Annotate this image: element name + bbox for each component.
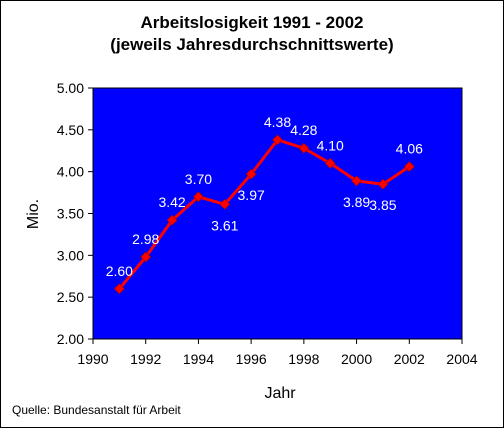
y-tick-label: 2.00 (57, 331, 84, 347)
data-label: 3.61 (211, 217, 238, 233)
data-label: 3.85 (369, 197, 396, 213)
x-tick-label: 1994 (183, 351, 214, 367)
data-point (113, 283, 125, 295)
x-axis: 1990 1992 1994 1996 1998 2000 2002 2004 (77, 339, 478, 367)
x-axis-title: Jahr (264, 385, 296, 402)
data-point (140, 251, 152, 263)
data-label: 3.70 (185, 171, 212, 187)
y-tick-label: 3.00 (57, 247, 84, 263)
data-label: 3.97 (238, 187, 265, 203)
x-tick-label: 1992 (130, 351, 161, 367)
data-label: 4.06 (396, 141, 423, 157)
data-label: 2.98 (132, 231, 159, 247)
data-point (377, 178, 389, 190)
source-note: Quelle: Bundesanstalt für Arbeit (12, 403, 181, 417)
y-tick-label: 4.00 (57, 164, 84, 180)
x-tick-label: 1996 (236, 351, 267, 367)
data-label: 4.38 (264, 114, 291, 130)
x-tick-label: 2004 (446, 351, 477, 367)
plot-area (92, 87, 463, 340)
x-tick-label: 1990 (77, 351, 108, 367)
y-axis: 2.00 2.50 3.00 3.50 4.00 4.50 5.00 (57, 80, 93, 347)
y-axis-title: Mio. (25, 199, 42, 229)
data-point (403, 161, 415, 173)
data-label: 2.60 (106, 263, 133, 279)
data-point (245, 168, 257, 180)
data-labels-group: 2.60 2.98 3.423.70 3.613.97 4.384.284.10 3.89… (106, 114, 423, 279)
data-point (193, 191, 204, 203)
data-point (298, 142, 310, 154)
data-point (324, 157, 336, 169)
data-label: 4.10 (317, 137, 344, 153)
data-label: 4.28 (290, 122, 317, 138)
y-tick-label: 3.50 (57, 206, 84, 222)
series-points-group (113, 134, 415, 295)
y-tick-label: 5.00 (57, 80, 84, 96)
data-point (272, 134, 283, 146)
x-tick-label: 1998 (288, 351, 319, 367)
data-label: 3.89 (343, 194, 370, 210)
chart-title: Arbeitslosigkeit 1991 - 2002 (140, 13, 364, 32)
data-point (351, 175, 362, 187)
x-tick-label: 2002 (394, 351, 425, 367)
y-tick-label: 4.50 (57, 122, 84, 138)
x-tick-label: 2000 (341, 351, 372, 367)
data-point (219, 198, 231, 210)
chart-subtitle: (jeweils Jahresdurchschnittswerte) (110, 35, 394, 54)
data-point (166, 214, 178, 226)
data-label: 3.42 (158, 194, 185, 210)
chart-title-block: Arbeitslosigkeit 1991 - 2002 (jeweils Ja… (0, 12, 504, 56)
y-tick-label: 2.50 (57, 289, 84, 305)
